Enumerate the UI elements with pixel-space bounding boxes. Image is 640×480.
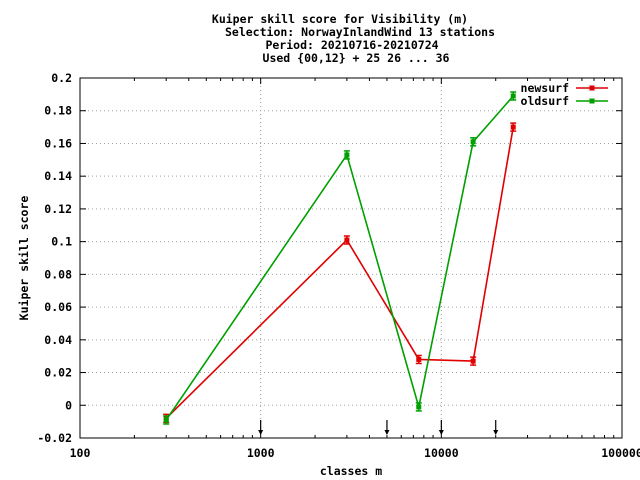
data-point-oldsurf xyxy=(510,93,516,99)
class-marker-head xyxy=(384,430,390,435)
y-tick-label: 0.2 xyxy=(51,71,72,85)
y-tick-label: 0.02 xyxy=(44,366,72,380)
x-tick-label: 100 xyxy=(70,446,91,460)
class-marker-head xyxy=(438,430,444,435)
y-tick-label: 0.04 xyxy=(44,333,72,347)
class-marker-arrow xyxy=(438,420,444,435)
series-lines xyxy=(163,91,517,425)
data-point-newsurf xyxy=(510,124,516,130)
data-point-oldsurf xyxy=(470,139,476,145)
y-tick-label: 0 xyxy=(65,398,72,412)
y-tick-label: 0.08 xyxy=(44,267,72,281)
class-marker-head xyxy=(258,430,264,435)
y-tick-label: 0.12 xyxy=(44,202,72,216)
class-marker-head xyxy=(493,430,499,435)
y-tick-label: 0.16 xyxy=(44,136,72,150)
data-point-newsurf xyxy=(344,237,350,243)
title-line-1: Kuiper skill score for Visibility (m) xyxy=(212,12,468,26)
axis-ticks: -0.02 0 0.02 0.04 0.06 0.08 0.1 0.12 0.14 0.16 0.1… xyxy=(37,71,640,460)
y-tick-label: -0.02 xyxy=(37,431,72,445)
data-point-oldsurf xyxy=(163,417,169,423)
series-line-newsurf xyxy=(165,126,515,419)
data-point-newsurf xyxy=(416,356,422,362)
chart-title: Kuiper skill score for Visibility (m) Se… xyxy=(212,12,495,65)
title-line-4: Used {00,12} + 25 26 ... 36 xyxy=(263,51,450,65)
title-line-2: Selection: NorwayInlandWind 13 stations xyxy=(225,25,495,39)
plot-frame xyxy=(79,77,623,439)
legend-marker-newsurf xyxy=(589,85,595,91)
y-tick-label: 0.06 xyxy=(44,300,72,314)
legend-label-oldsurf: oldsurf xyxy=(521,94,570,108)
y-axis-label: Kuiper skill score xyxy=(17,196,31,321)
class-marker-arrow xyxy=(384,420,390,435)
legend-label-newsurf: newsurf xyxy=(521,81,570,95)
y-tick-label: 0.18 xyxy=(44,104,72,118)
x-tick-label: 1000 xyxy=(247,446,275,460)
x-axis-label: classes m xyxy=(320,464,382,478)
x-tick-label: 100000 xyxy=(601,446,640,460)
y-tick-label: 0.14 xyxy=(44,169,72,183)
grid-lines xyxy=(80,78,622,438)
data-point-newsurf xyxy=(470,358,476,364)
data-point-oldsurf xyxy=(416,404,422,410)
class-markers xyxy=(258,420,499,435)
series-line-oldsurf xyxy=(165,95,514,421)
title-line-3: Period: 20210716-20210724 xyxy=(265,38,438,52)
legend-marker-oldsurf xyxy=(589,98,595,104)
x-tick-label: 10000 xyxy=(424,446,459,460)
class-marker-arrow xyxy=(493,420,499,435)
class-marker-arrow xyxy=(258,420,264,435)
data-point-oldsurf xyxy=(344,152,350,158)
y-tick-label: 0.1 xyxy=(51,235,72,249)
